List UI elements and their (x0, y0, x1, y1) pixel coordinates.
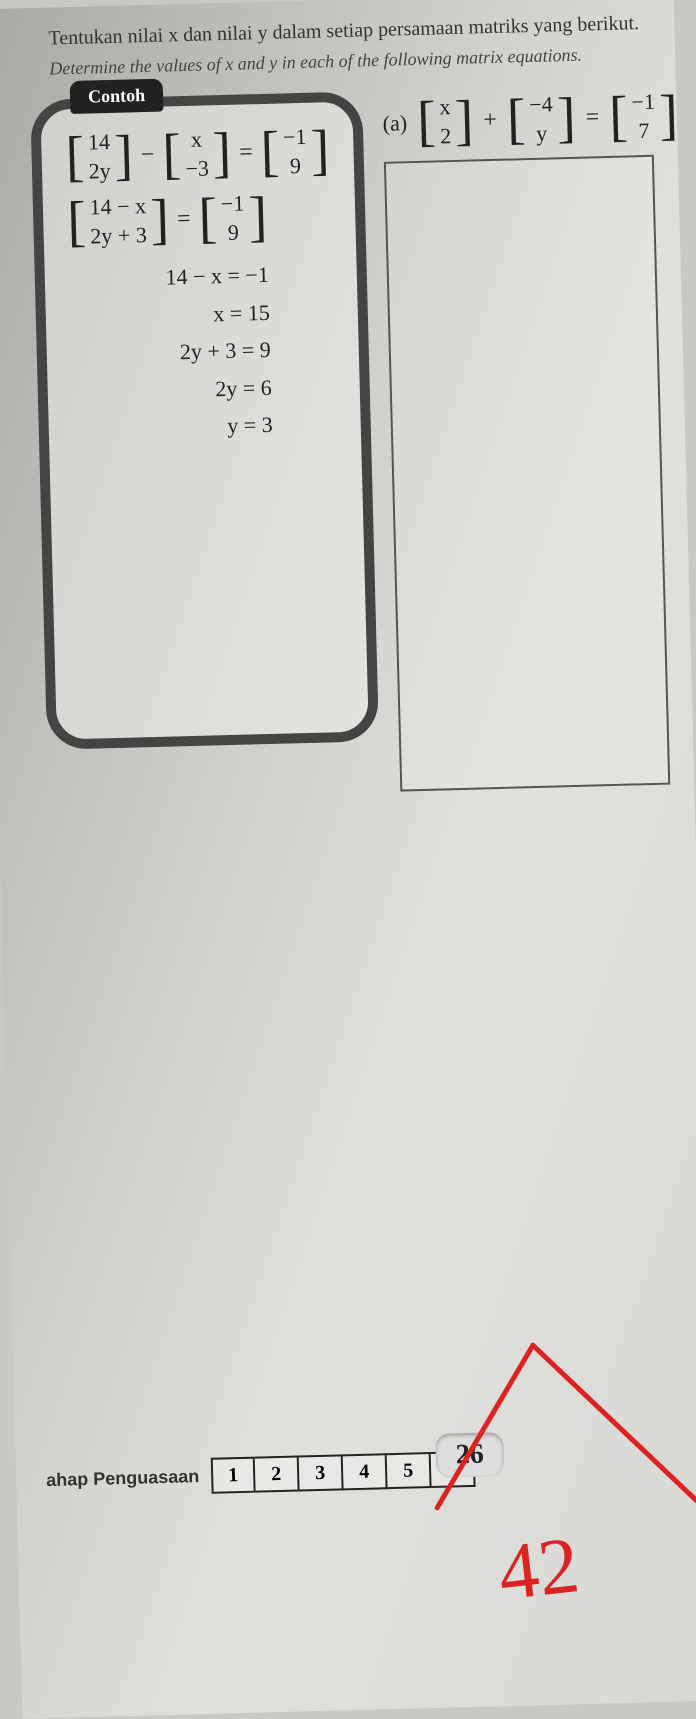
matrix: [ −1 9 ] (260, 122, 330, 181)
equals: = (239, 139, 253, 166)
matrix-cell: −1 (631, 88, 655, 117)
matrix: [ −1 7 ] (608, 87, 678, 146)
solution-step: x = 15 (69, 294, 270, 337)
matrix-cell: x (439, 93, 451, 122)
solution-step: 2y = 6 (71, 368, 272, 411)
matrix-cell: 9 (227, 218, 239, 247)
matrix-cell: 2y + 3 (90, 221, 147, 251)
matrix-cell: 9 (290, 152, 302, 181)
operator: + (483, 107, 497, 134)
content-row: Contoh [ 14 2y ] − [ x −3 (30, 84, 664, 801)
matrix: [ x −3 ] (162, 125, 232, 184)
level-box: 4 (343, 1453, 388, 1490)
page-number: 26 (435, 1432, 504, 1478)
matrix-cell: 14 − x (89, 192, 146, 222)
level-box: 3 (299, 1454, 344, 1491)
answer-box (384, 155, 670, 792)
matrix: [ x 2 ] (416, 92, 474, 151)
part-a-equation: (a) [ x 2 ] + [ −4 y ] (382, 87, 679, 152)
question-column: (a) [ x 2 ] + [ −4 y ] (382, 83, 696, 792)
matrix-cell: 14 (88, 128, 111, 157)
matrix: [ 14 2y ] (65, 127, 134, 186)
level-box: 5 (387, 1452, 432, 1489)
red-pen-score: 42 (494, 1520, 584, 1619)
instruction-en: Determine the values of x and y in each … (49, 43, 645, 80)
example-equation-1: [ 14 2y ] − [ x −3 ] = (65, 122, 330, 186)
example-equation-2: [ 14 − x 2y + 3 ] = [ −1 9 ] (67, 187, 332, 251)
solution-steps: 14 − x = −1 x = 15 2y + 3 = 9 2y = 6 y =… (68, 255, 337, 449)
solution-step: 14 − x = −1 (68, 256, 269, 299)
mastery-label: ahap Penguasaan (46, 1466, 200, 1491)
operator: − (141, 142, 155, 169)
matrix-cell: 2y (88, 157, 111, 186)
matrix-cell: 2 (440, 122, 452, 151)
worksheet-page: Tentukan nilai x dan nilai y dalam setia… (0, 0, 696, 1719)
solution-step: y = 3 (72, 406, 273, 449)
mastery-strip: ahap Penguasaan 1 2 3 4 5 6 (16, 1445, 696, 1499)
matrix: [ −1 9 ] (198, 189, 268, 248)
matrix-cell: x (191, 126, 203, 155)
solution-step: 2y + 3 = 9 (70, 331, 271, 374)
matrix: [ 14 − x 2y + 3 ] (67, 192, 170, 252)
matrix-cell: −4 (529, 90, 553, 119)
equals: = (177, 206, 191, 233)
matrix-cell: y (536, 119, 548, 148)
matrix-cell: −1 (220, 190, 244, 219)
equals: = (585, 104, 599, 131)
example-box: Contoh [ 14 2y ] − [ x −3 (30, 91, 379, 749)
matrix-cell: 7 (638, 116, 650, 145)
example-label: Contoh (70, 79, 164, 114)
matrix-cell: −1 (283, 123, 307, 152)
matrix-cell: −3 (185, 154, 209, 183)
level-box: 1 (211, 1457, 256, 1494)
level-box: 2 (255, 1455, 300, 1492)
part-label: (a) (382, 110, 407, 137)
red-pen-slash (412, 1321, 696, 1529)
matrix: [ −4 y ] (506, 90, 576, 149)
